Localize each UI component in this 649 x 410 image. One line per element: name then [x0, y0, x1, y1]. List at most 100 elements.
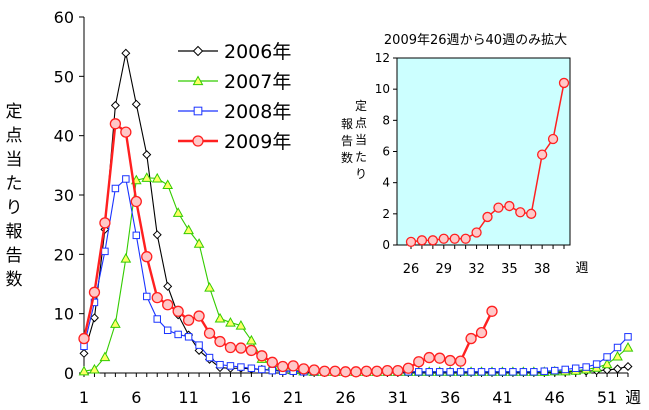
inset-x-axis-unit: 週 [575, 261, 588, 276]
data-point [268, 366, 277, 375]
inset-data-point [427, 235, 439, 246]
data-point [214, 312, 226, 323]
data-point [444, 354, 456, 367]
inset-y-tick-label: 6 [382, 145, 390, 159]
inset-y-label-char: 告 [340, 134, 353, 148]
data-point [151, 291, 163, 304]
inset-y-label-char: 報 [340, 117, 353, 131]
legend: 2006年 2007年 2008年 2009年 [178, 41, 291, 153]
data-point [488, 368, 496, 376]
main-y-tick-label: 0 [64, 364, 74, 383]
inset-y-label-char: 当 [354, 133, 367, 147]
data-point [434, 352, 446, 364]
data-point [551, 366, 559, 375]
data-point [329, 365, 341, 377]
data-point [402, 362, 414, 374]
data-point [256, 350, 268, 362]
data-point [622, 341, 634, 352]
data-point [530, 368, 538, 376]
main-y-tick-label: 60 [54, 8, 74, 27]
data-point [266, 356, 278, 368]
legend-marker [192, 45, 204, 57]
data-point [121, 48, 131, 58]
inset-y-tick-label: 8 [382, 113, 390, 127]
inset-y-label-char: り [354, 167, 367, 181]
data-point [204, 282, 215, 292]
data-point [456, 368, 465, 376]
inset-data-point [547, 133, 559, 145]
data-point [174, 330, 182, 339]
data-point [109, 118, 122, 130]
data-point [143, 292, 151, 301]
inset-x-tick-label: 35 [501, 262, 518, 277]
data-point [339, 366, 352, 378]
data-point [446, 368, 454, 376]
data-point [193, 238, 205, 248]
data-point [392, 364, 404, 377]
data-point [498, 368, 507, 376]
data-point [163, 326, 172, 335]
data-point [89, 363, 100, 374]
inset-data-point [416, 235, 428, 246]
inset-data-point [526, 208, 537, 219]
legend-label: 2007年 [224, 71, 291, 93]
data-point [540, 367, 549, 375]
data-point [425, 368, 433, 376]
legend-label: 2009年 [224, 131, 291, 153]
data-point [214, 335, 226, 348]
legend-label: 2008年 [224, 101, 291, 123]
main-y-tick-label: 30 [54, 186, 74, 205]
data-point [465, 332, 477, 345]
inset-y-tick-label: 2 [382, 207, 390, 221]
data-point [226, 362, 235, 370]
data-point [111, 184, 120, 193]
inset-y-label-char: た [354, 150, 367, 164]
main-y-tick-label: 10 [54, 305, 74, 324]
inset-data-point [536, 149, 548, 160]
inset-y-label-column: 定点当たり [354, 98, 368, 183]
inset-data-point [493, 202, 504, 213]
data-point [235, 342, 247, 354]
main-y-label-char: た [5, 174, 23, 194]
data-point [99, 351, 111, 362]
inset-y-tick-label: 0 [382, 238, 390, 252]
data-point [78, 332, 90, 345]
data-point [486, 305, 498, 317]
data-point [624, 333, 632, 341]
data-point [225, 317, 236, 327]
main-x-tick-label: 6 [131, 388, 141, 407]
inset-chart: 2009年26週から40週のみ拡大 0 2 4 6 8 10 12 26 29 32 35 38 週 [375, 33, 589, 277]
data-point [237, 363, 245, 371]
inset-data-point [438, 233, 449, 244]
inset-data-point [449, 233, 460, 244]
data-point [101, 247, 109, 256]
data-point [571, 364, 580, 372]
main-x-tick-label: 16 [231, 388, 251, 407]
legend-label: 2006年 [224, 41, 291, 63]
data-point [467, 368, 475, 376]
data-point [184, 333, 193, 341]
inset-y-label-char: 数 [340, 151, 353, 165]
main-y-label-char: 報 [5, 222, 23, 242]
inset-data-point [515, 207, 526, 218]
data-point [110, 318, 121, 328]
main-x-tick-label: 41 [492, 388, 512, 407]
data-point [613, 343, 622, 352]
inset-x-tick-label: 32 [468, 262, 485, 277]
data-point [78, 365, 90, 376]
data-point [132, 231, 141, 240]
data-point [308, 364, 320, 376]
inset-y-tick-label: 4 [382, 176, 390, 190]
legend-marker [192, 135, 204, 147]
data-point [224, 341, 237, 354]
series-circle [78, 118, 498, 378]
data-point [519, 368, 528, 376]
inset-y-tick-label: 12 [375, 51, 390, 65]
main-x-tick-label: 11 [178, 388, 198, 407]
main-y-axis-label: 定点当たり報告数 [2, 100, 26, 292]
data-point [205, 353, 214, 362]
inset-x-tick-label: 29 [436, 262, 453, 277]
data-point [194, 345, 204, 355]
main-y-tick-label: 50 [54, 67, 74, 86]
